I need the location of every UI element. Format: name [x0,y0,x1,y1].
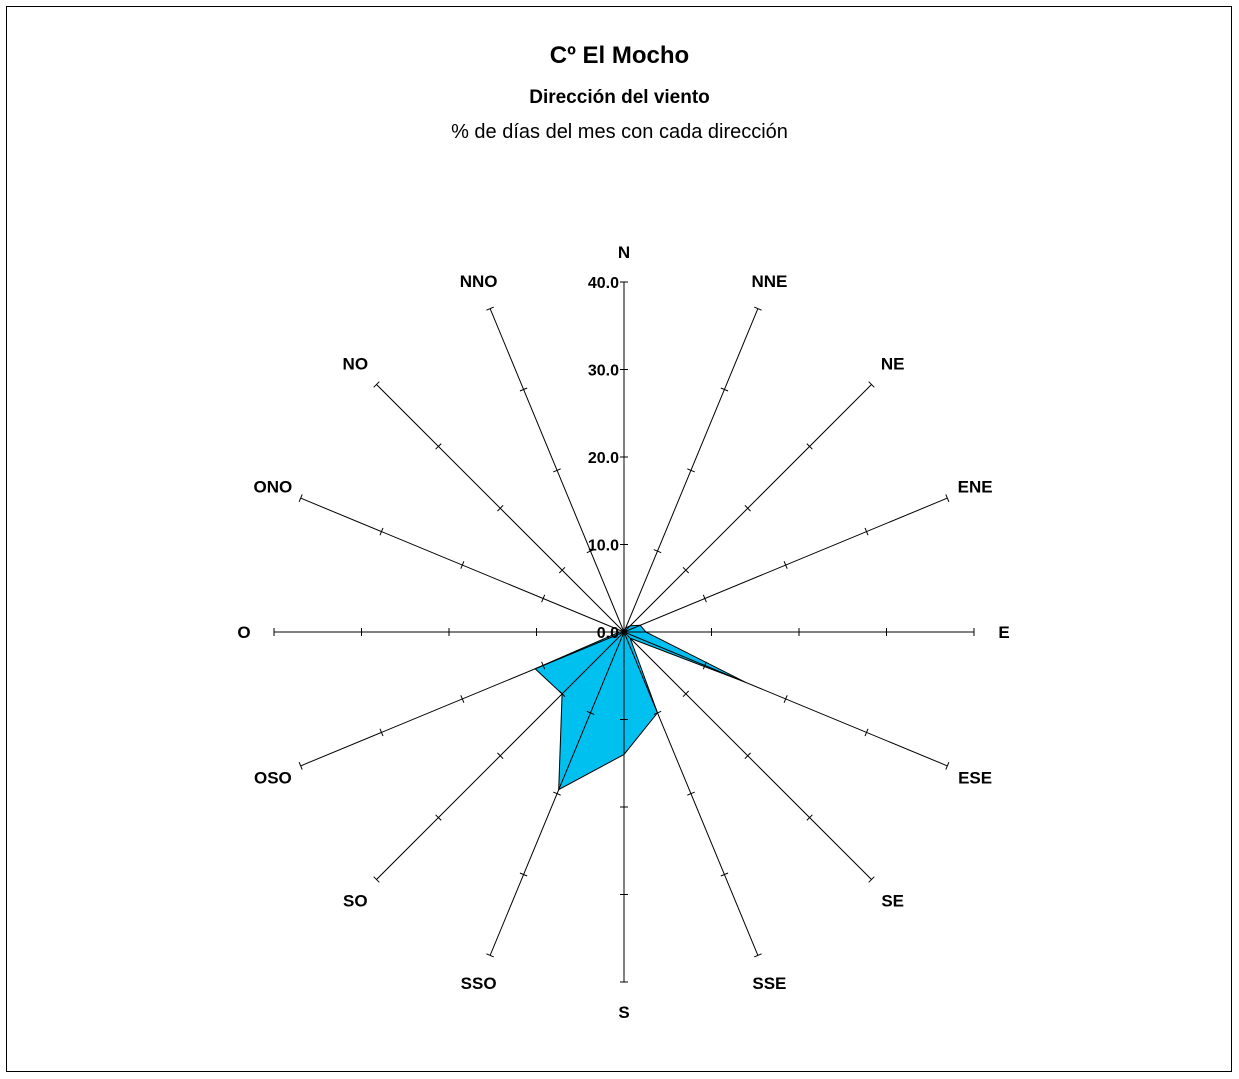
axis-tick [653,549,662,554]
direction-label-ono: ONO [254,478,293,497]
wind-area-polygon [534,624,746,791]
radial-tick-label: 30.0 [588,363,619,380]
direction-label-no: NO [343,354,369,373]
direction-label-sso: SSO [461,974,497,993]
axis-tick [702,661,707,670]
axis-tick [298,762,303,770]
axis-tick [720,387,729,392]
direction-label-ese: ESE [958,768,992,787]
axis-tick [553,791,561,796]
axis-tick [868,381,875,388]
direction-label-nne: NNE [751,272,787,291]
axis-tick [682,690,690,698]
axis-tick [653,710,662,715]
axis-tick [744,505,751,512]
axis-tick [702,594,707,603]
direction-label-oso: OSO [254,768,292,787]
axis-tick [435,443,442,450]
axis-tick [744,752,751,759]
direction-label-n: N [618,243,630,262]
axis-tick [586,549,595,554]
chart-subtitle: Dirección del viento [529,87,710,108]
radial-tick-label: 20.0 [588,450,619,467]
axis-tick [783,695,788,703]
axis-tick [373,876,380,883]
axis-tick [783,561,788,569]
axis-tick [754,306,762,311]
direction-label-ne: NE [881,354,905,373]
axis-tick [806,814,813,821]
axis-tick [553,468,561,473]
radial-tick-label: 40.0 [588,275,619,292]
axis-tick [864,728,869,737]
direction-label-sse: SSE [752,974,786,993]
axis-tick [379,527,384,536]
axis-tick [460,695,465,703]
axis-tick [558,566,566,574]
axis-tick [754,953,762,958]
chart-frame [6,6,1232,1072]
axis-tick [519,872,528,877]
direction-label-o: O [237,623,250,642]
direction-label-so: SO [343,892,368,911]
axis-tick [460,561,465,569]
axis-tick [864,527,869,536]
axis-tick [806,443,813,450]
axis-tick [519,387,528,392]
chart-caption: % de días del mes con cada dirección [451,121,788,143]
direction-label-e: E [998,623,1009,642]
axis-tick [373,381,380,388]
axis-tick [541,594,546,603]
chart-title: Cº El Mocho [549,42,690,69]
direction-label-nno: NNO [460,272,498,291]
axis-tick [541,661,546,670]
axis-tick [868,876,875,883]
axis-tick [586,710,595,715]
axis-tick [558,690,566,698]
direction-label-s: S [618,1003,629,1022]
direction-label-ene: ENE [958,478,993,497]
axis-tick [687,468,695,473]
axis-tick [497,505,504,512]
direction-label-se: SE [881,892,904,911]
axis-tick [682,566,690,574]
axis-tick [497,752,504,759]
axis-tick [435,814,442,821]
axis-tick [720,872,729,877]
radial-tick-label: 0.0 [597,625,619,642]
axis-tick [298,494,303,502]
radial-tick-label: 10.0 [588,538,619,555]
axis-tick [486,953,494,958]
axis-tick [486,306,494,311]
axis-tick [379,728,384,737]
axis-tick [945,494,950,502]
axis-tick [687,791,695,796]
axis-tick [945,762,950,770]
